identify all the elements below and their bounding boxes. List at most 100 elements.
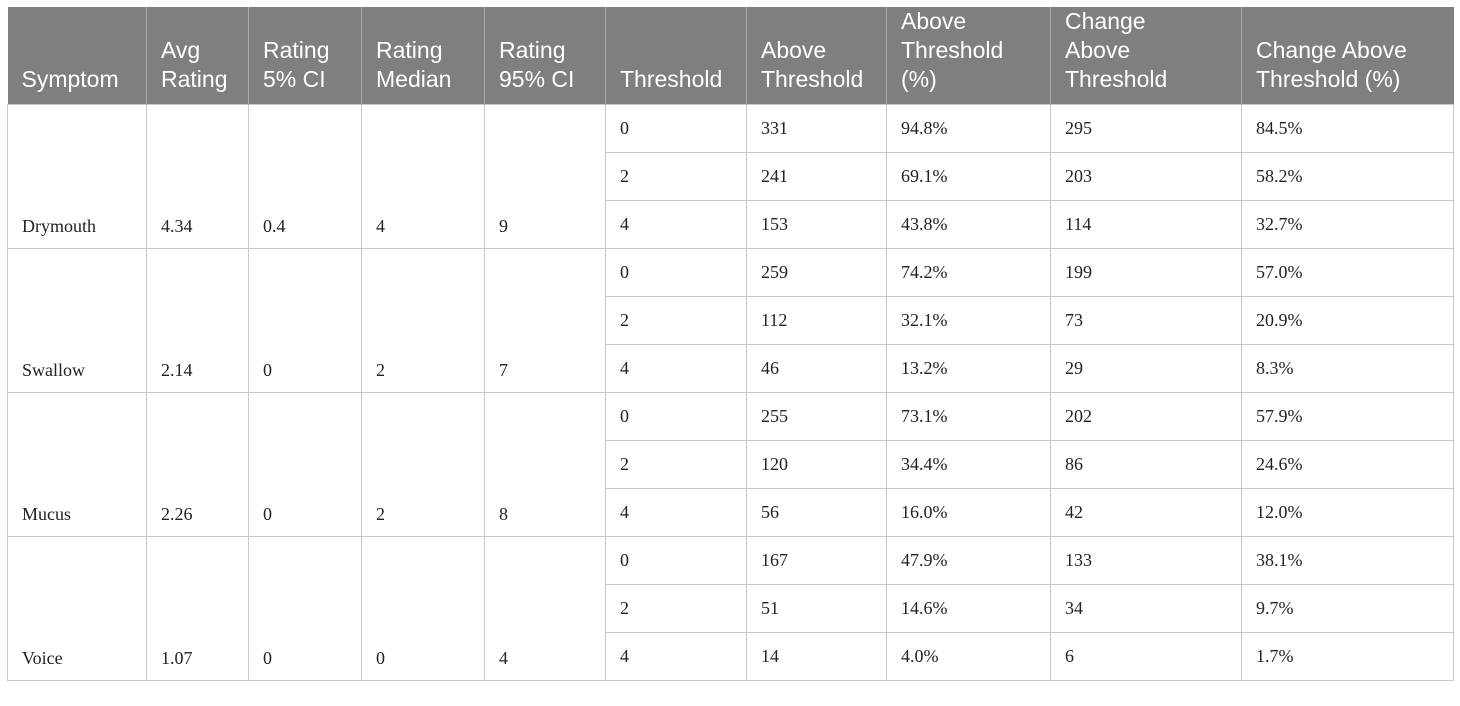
threshold-cell: 0 [605,248,747,297]
table-row: Mucus 2.26 0 2 8 0 255 73.1% 202 57.9% [7,392,1454,537]
change-pct-cell: 84.5% [1241,104,1454,153]
symptom-cell: Mucus [7,392,147,537]
above-cell: 259 [746,248,887,297]
change-pct-cell: 57.9% [1241,392,1454,441]
table-row: 2 120 34.4% 86 24.6% [8,440,1454,489]
table-row: 2 112 32.1% 73 20.9% [8,296,1454,345]
header-threshold: Threshold [605,7,747,105]
above-cell: 167 [746,536,887,585]
symptom-cell: Voice [7,536,147,681]
header-rating-5-ci: Rating 5% CI [248,7,362,105]
change-pct-cell: 58.2% [1241,152,1454,201]
change-pct-cell: 20.9% [1241,296,1454,345]
header-row: Symptom Avg Rating Rating 5% CI Rating M… [7,7,1454,105]
ci5-cell: 0 [248,392,362,537]
table-header: Symptom Avg Rating Rating 5% CI Rating M… [7,7,1454,105]
change-cell: 199 [1050,248,1242,297]
table-body: Drymouth 4.34 0.4 4 9 0 331 94.8% 295 84… [7,104,1454,681]
table-row: Voice 1.07 0 0 4 0 167 47.9% 133 38.1% [7,536,1454,681]
change-cell: 295 [1050,104,1242,153]
ci95-cell: 9 [484,104,606,249]
threshold-cell: 2 [605,296,747,345]
change-cell: 202 [1050,392,1242,441]
change-cell: 73 [1050,296,1242,345]
above-cell: 56 [746,488,887,537]
above-pct-cell: 47.9% [886,536,1051,585]
threshold-cell: 0 [605,536,747,585]
ci95-cell: 7 [484,248,606,393]
above-cell: 331 [746,104,887,153]
header-rating-median: Rating Median [361,7,485,105]
above-pct-cell: 32.1% [886,296,1051,345]
ci5-cell: 0 [248,536,362,681]
change-pct-cell: 9.7% [1241,584,1454,633]
ci5-cell: 0 [248,248,362,393]
threshold-cell: 4 [605,632,747,681]
above-pct-cell: 16.0% [886,488,1051,537]
change-cell: 42 [1050,488,1242,537]
above-cell: 153 [746,200,887,249]
threshold-cell: 4 [605,200,747,249]
change-pct-cell: 38.1% [1241,536,1454,585]
change-pct-cell: 12.0% [1241,488,1454,537]
above-pct-cell: 94.8% [886,104,1051,153]
table-row: 4 46 13.2% 29 8.3% [8,344,1454,393]
table-row: 4 153 43.8% 114 32.7% [8,200,1454,249]
threshold-cell: 0 [605,104,747,153]
above-pct-cell: 43.8% [886,200,1051,249]
above-pct-cell: 34.4% [886,440,1051,489]
above-pct-cell: 13.2% [886,344,1051,393]
table-row: 4 14 4.0% 6 1.7% [8,632,1454,681]
table-row: 4 56 16.0% 42 12.0% [8,488,1454,537]
header-avg-rating: Avg Rating [146,7,249,105]
median-cell: 2 [361,392,485,537]
header-change-above-threshold: Change Above Threshold [1050,7,1242,105]
header-above-threshold-pct: Above Threshold (%) [886,7,1051,105]
header-rating-95-ci: Rating 95% CI [484,7,606,105]
change-cell: 29 [1050,344,1242,393]
change-cell: 86 [1050,440,1242,489]
threshold-cell: 4 [605,344,747,393]
avg-rating-cell: 1.07 [146,536,249,681]
threshold-cell: 4 [605,488,747,537]
header-above-threshold: Above Threshold [746,7,887,105]
median-cell: 2 [361,248,485,393]
avg-rating-cell: 2.26 [146,392,249,537]
table-row: 2 241 69.1% 203 58.2% [8,152,1454,201]
above-pct-cell: 14.6% [886,584,1051,633]
change-cell: 6 [1050,632,1242,681]
median-cell: 4 [361,104,485,249]
header-change-above-threshold-pct: Change Above Threshold (%) [1241,7,1454,105]
change-cell: 133 [1050,536,1242,585]
above-cell: 120 [746,440,887,489]
above-cell: 241 [746,152,887,201]
change-pct-cell: 8.3% [1241,344,1454,393]
above-pct-cell: 4.0% [886,632,1051,681]
table-row: Drymouth 4.34 0.4 4 9 0 331 94.8% 295 84… [7,104,1454,249]
symptom-cell: Drymouth [7,104,147,249]
change-cell: 114 [1050,200,1242,249]
above-cell: 14 [746,632,887,681]
avg-rating-cell: 2.14 [146,248,249,393]
above-pct-cell: 74.2% [886,248,1051,297]
median-cell: 0 [361,536,485,681]
change-cell: 203 [1050,152,1242,201]
threshold-cell: 2 [605,584,747,633]
threshold-cell: 2 [605,152,747,201]
above-cell: 46 [746,344,887,393]
threshold-cell: 2 [605,440,747,489]
threshold-cell: 0 [605,392,747,441]
ci5-cell: 0.4 [248,104,362,249]
table-row: Swallow 2.14 0 2 7 0 259 74.2% 199 57.0% [7,248,1454,393]
change-pct-cell: 32.7% [1241,200,1454,249]
change-cell: 34 [1050,584,1242,633]
above-pct-cell: 69.1% [886,152,1051,201]
above-pct-cell: 73.1% [886,392,1051,441]
symptom-cell: Swallow [7,248,147,393]
above-cell: 51 [746,584,887,633]
above-cell: 255 [746,392,887,441]
above-cell: 112 [746,296,887,345]
ci95-cell: 4 [484,536,606,681]
symptom-threshold-table: Symptom Avg Rating Rating 5% CI Rating M… [7,7,1454,681]
change-pct-cell: 1.7% [1241,632,1454,681]
